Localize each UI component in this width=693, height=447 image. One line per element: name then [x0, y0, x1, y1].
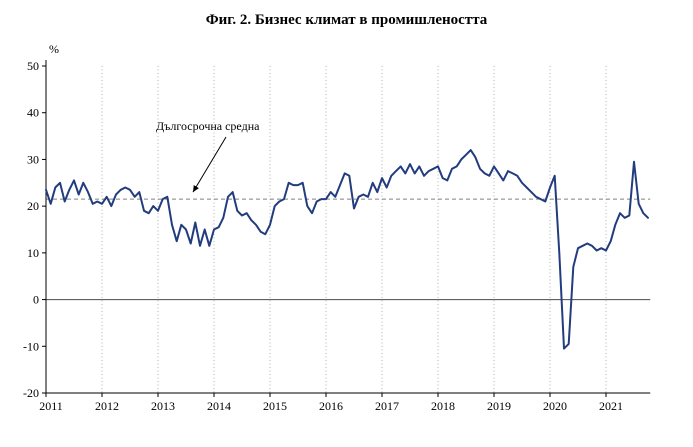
x-tick-label: 2021	[599, 399, 623, 413]
y-tick-label: 20	[27, 199, 39, 213]
x-tick-label: 2019	[487, 399, 511, 413]
y-tick-label: 50	[27, 59, 39, 73]
y-tick-label: -20	[23, 386, 39, 400]
y-tick-label: -10	[23, 339, 39, 353]
annotation-arrow	[192, 136, 227, 193]
x-tick-label: 2018	[431, 399, 455, 413]
x-tick-label: 2016	[319, 399, 343, 413]
x-tick-label: 2020	[543, 399, 567, 413]
y-tick-label: 10	[27, 246, 39, 260]
x-tick-label: 2014	[207, 399, 231, 413]
annotation-label: Дългосрочна средна	[156, 119, 260, 133]
chart-title: Фиг. 2. Бизнес климат в промишлеността	[205, 12, 488, 28]
y-tick-label: 40	[27, 106, 39, 120]
y-tick-label: 0	[33, 293, 39, 307]
x-tick-label: 2012	[95, 399, 119, 413]
y-tick-label: 30	[27, 152, 39, 166]
x-tick-label: 2015	[263, 399, 287, 413]
y-axis-unit: %	[49, 42, 59, 56]
x-tick-label: 2013	[151, 399, 175, 413]
x-tick-label: 2017	[375, 399, 399, 413]
x-tick-label: 2011	[39, 399, 63, 413]
business-climate-series	[45, 149, 649, 350]
